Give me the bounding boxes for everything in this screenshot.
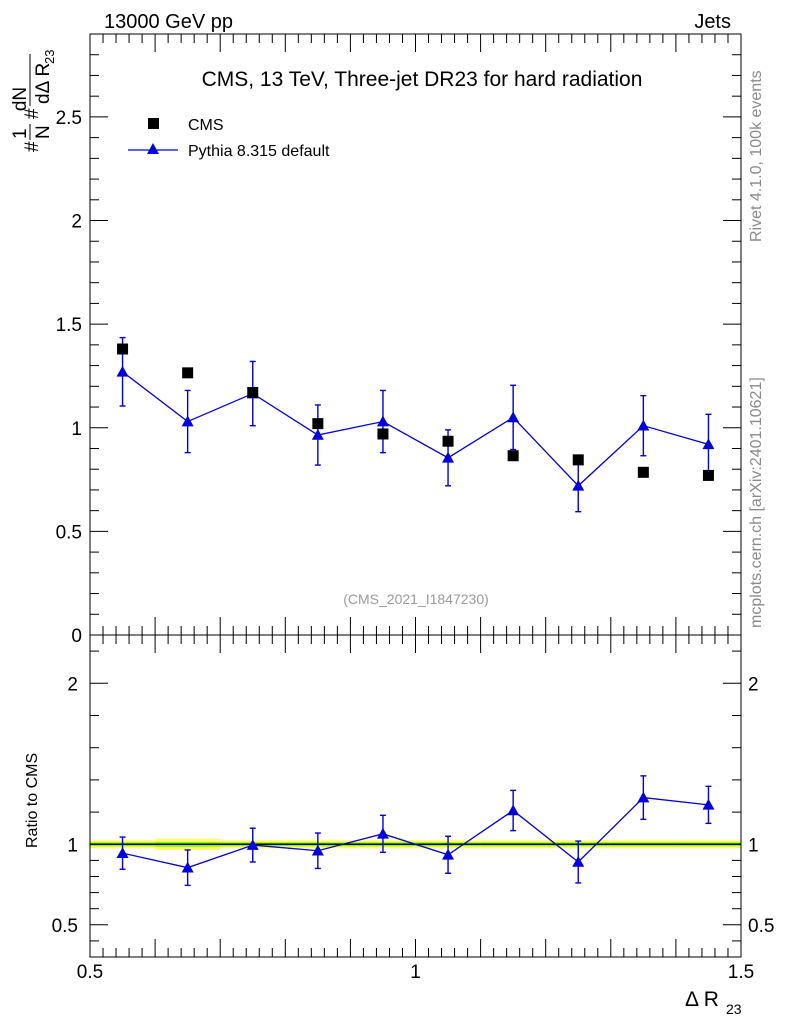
cms-data-point xyxy=(312,418,324,430)
main-y-tick-label: 0.5 xyxy=(56,522,82,543)
cms-data-point xyxy=(507,450,519,462)
mc-point xyxy=(376,415,389,427)
mc-point xyxy=(442,451,455,463)
data-series xyxy=(117,343,714,481)
analysis-id: (CMS_2021_I1847230) xyxy=(343,591,489,607)
ratio-mc-point xyxy=(442,848,455,860)
xlabel-sub: 23 xyxy=(726,1001,742,1017)
ratio-y-tick-label: 1 xyxy=(67,835,78,856)
ylabel-deriv-sub: 23 xyxy=(42,50,57,64)
ratio-y-tick-label-right: 1 xyxy=(748,835,759,856)
main-y-tick-label: 2.5 xyxy=(56,108,82,129)
main-y-axis-label: # 1 N # dN dΔ R 23 xyxy=(10,50,57,152)
mc-point xyxy=(181,415,194,427)
ratio-plot-frame xyxy=(89,634,742,958)
ylabel-frac-den: N xyxy=(33,125,54,139)
cms-data-point xyxy=(442,435,454,447)
mc-point xyxy=(507,411,520,423)
legend-marker-mc xyxy=(147,143,159,154)
ylabel-hash: # xyxy=(22,108,43,119)
main-y-tick-label: 0 xyxy=(71,626,82,647)
mcplots-label: mcplots.cern.ch [arXiv:2401.10621] xyxy=(748,377,765,628)
cms-data-point xyxy=(247,387,259,399)
x-tick-label: 1.5 xyxy=(728,962,754,983)
ratio-mc-point xyxy=(311,844,324,856)
legend: CMS Pythia 8.315 default xyxy=(128,117,330,160)
cms-data-point xyxy=(637,466,649,478)
ratio-mc-point xyxy=(572,856,585,867)
ratio-y-axis-label: Ratio to CMS xyxy=(24,753,41,848)
cms-data-point xyxy=(572,454,584,466)
ratio-y-tick-label-right: 0.5 xyxy=(748,916,774,937)
mc-line xyxy=(122,371,709,487)
axes-ticks: 0 0.5 1 1.5 2 2.5 0.5 1 1.5 0.5 0.5 1 1 2 2 xyxy=(52,33,774,983)
mc-point xyxy=(637,419,650,431)
mc-point xyxy=(572,479,585,491)
ratio-y-tick-label: 0.5 xyxy=(52,916,78,937)
legend-label-mc: Pythia 8.315 default xyxy=(188,143,330,160)
header-left: 13000 GeV pp xyxy=(104,11,233,33)
ratio-y-tick-label: 2 xyxy=(67,674,78,695)
header-right: Jets xyxy=(694,11,731,33)
main-y-tick-label: 1 xyxy=(71,419,82,440)
mc-point xyxy=(702,438,715,450)
ratio-mc-point xyxy=(637,791,650,803)
mc-series xyxy=(116,336,715,887)
ylabel-deriv-den: dΔ R xyxy=(33,63,54,104)
ratio-mc-point xyxy=(116,847,129,858)
x-axis-label: Δ R 23 xyxy=(685,988,742,1017)
ylabel-deriv-num: dN xyxy=(10,87,31,111)
rivet-label: Rivet 4.1.0, 100k events xyxy=(748,70,765,242)
x-tick-label: 1 xyxy=(410,962,421,983)
cms-data-point xyxy=(377,428,389,440)
ratio-mc-point xyxy=(181,861,194,873)
ratio-mc-point xyxy=(507,804,520,816)
ratio-mc-point xyxy=(246,839,259,850)
x-tick-label: 0.5 xyxy=(77,962,103,983)
cms-data-point xyxy=(702,469,714,481)
main-y-tick-label: 1.5 xyxy=(56,315,82,336)
mc-point xyxy=(116,365,129,377)
xlabel-main: Δ R xyxy=(685,988,719,1011)
ratio-mc-point xyxy=(376,827,389,839)
ratio-mc-point xyxy=(702,798,715,810)
ylabel-hash-lead: # xyxy=(22,141,43,152)
plot-title: CMS, 13 TeV, Three-jet DR23 for hard rad… xyxy=(202,68,643,91)
legend-label-cms: CMS xyxy=(188,117,224,134)
mc-point xyxy=(311,429,324,440)
legend-marker-cms xyxy=(148,118,159,129)
cms-data-point xyxy=(182,367,194,379)
cms-data-point xyxy=(117,343,129,355)
main-y-tick-label: 2 xyxy=(71,212,82,233)
ratio-mc-line xyxy=(122,796,709,869)
ratio-y-tick-label-right: 2 xyxy=(748,674,759,695)
ylabel-frac-num: 1 xyxy=(10,128,31,139)
